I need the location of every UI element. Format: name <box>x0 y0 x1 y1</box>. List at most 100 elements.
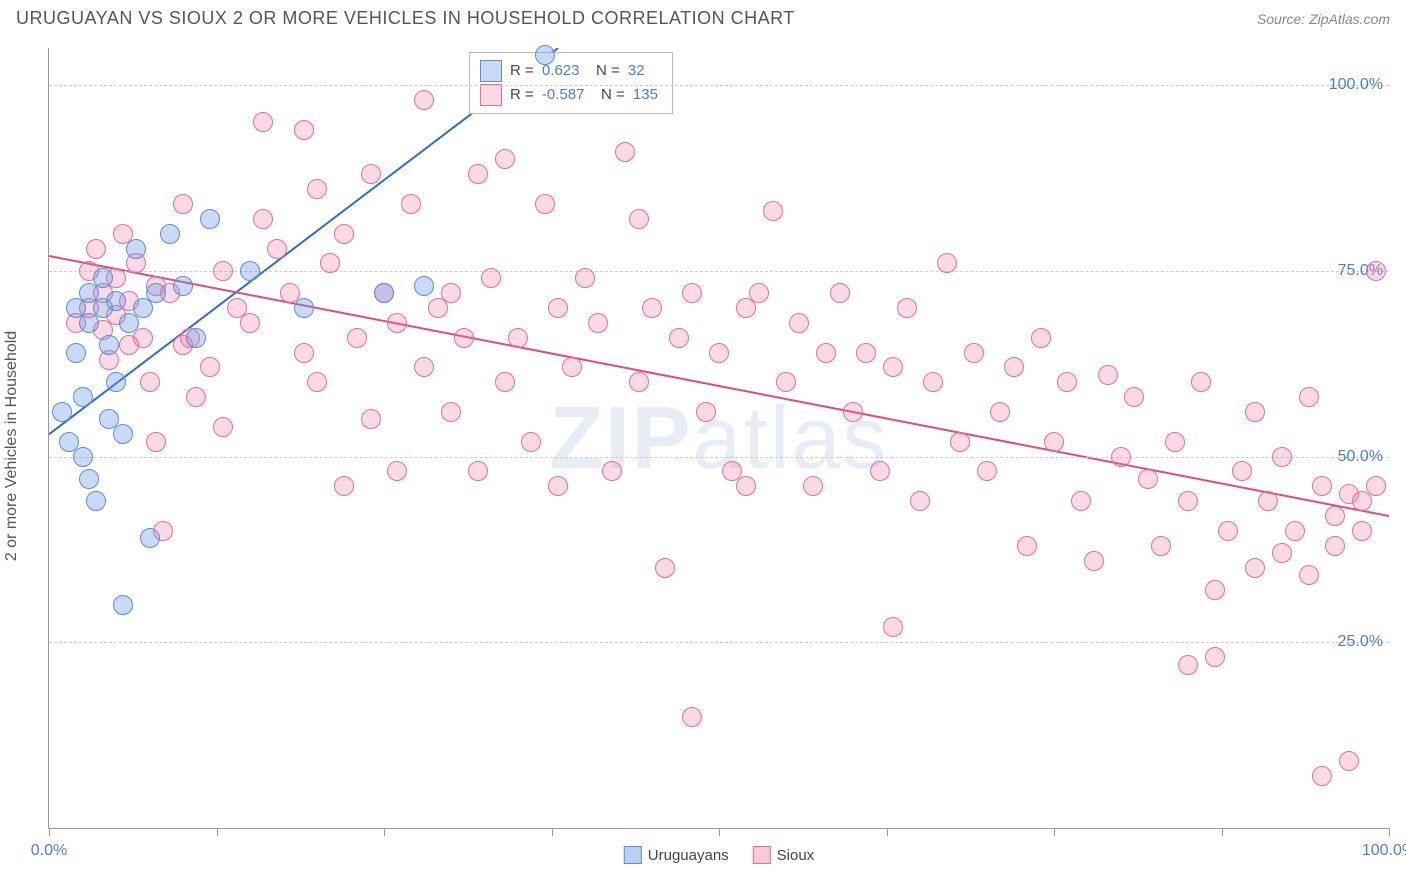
data-point <box>495 149 515 169</box>
data-point <box>240 261 260 281</box>
chart-header: URUGUAYAN VS SIOUX 2 OR MORE VEHICLES IN… <box>0 0 1406 33</box>
data-point <box>387 461 407 481</box>
data-point <box>1004 357 1024 377</box>
data-point <box>950 432 970 452</box>
y-tick-label: 100.0% <box>1329 76 1383 94</box>
data-point <box>126 239 146 259</box>
data-point <box>213 261 233 281</box>
data-point <box>910 491 930 511</box>
data-point <box>548 476 568 496</box>
data-point <box>1245 558 1265 578</box>
data-point <box>696 402 716 422</box>
legend-item: Sioux <box>753 846 815 864</box>
data-point <box>334 224 354 244</box>
data-point <box>1017 536 1037 556</box>
data-point <box>763 201 783 221</box>
data-point <box>307 372 327 392</box>
legend-label: Sioux <box>777 847 815 864</box>
data-point <box>629 209 649 229</box>
legend-swatch <box>480 60 502 82</box>
data-point <box>870 461 890 481</box>
data-point <box>347 328 367 348</box>
data-point <box>1352 521 1372 541</box>
data-point <box>682 707 702 727</box>
data-point <box>73 387 93 407</box>
data-point <box>1138 469 1158 489</box>
data-point <box>990 402 1010 422</box>
data-point <box>213 417 233 437</box>
data-point <box>99 335 119 355</box>
data-point <box>1232 461 1252 481</box>
series-legend: UruguayansSioux <box>624 846 814 864</box>
data-point <box>937 253 957 273</box>
data-point <box>441 283 461 303</box>
data-point <box>73 447 93 467</box>
data-point <box>1285 521 1305 541</box>
data-point <box>1218 521 1238 541</box>
data-point <box>140 372 160 392</box>
data-point <box>414 357 434 377</box>
data-point <box>79 469 99 489</box>
data-point <box>495 372 515 392</box>
y-axis-label: 2 or more Vehicles in Household <box>3 331 21 561</box>
data-point <box>200 209 220 229</box>
x-tick <box>887 828 888 836</box>
data-point <box>387 313 407 333</box>
x-tick <box>49 828 50 836</box>
data-point <box>1151 536 1171 556</box>
data-point <box>294 298 314 318</box>
watermark: ZIPatlas <box>550 387 889 489</box>
data-point <box>1366 261 1386 281</box>
data-point <box>776 372 796 392</box>
data-point <box>267 239 287 259</box>
data-point <box>1111 447 1131 467</box>
x-tick <box>384 828 385 836</box>
data-point <box>253 112 273 132</box>
data-point <box>1299 565 1319 585</box>
x-tick <box>719 828 720 836</box>
data-point <box>709 343 729 363</box>
data-point <box>454 328 474 348</box>
data-point <box>361 409 381 429</box>
data-point <box>113 424 133 444</box>
data-point <box>749 283 769 303</box>
data-point <box>186 387 206 407</box>
data-point <box>521 432 541 452</box>
data-point <box>1272 543 1292 563</box>
data-point <box>1366 476 1386 496</box>
data-point <box>535 194 555 214</box>
data-point <box>535 45 555 65</box>
data-point <box>816 343 836 363</box>
data-point <box>173 194 193 214</box>
chart-title: URUGUAYAN VS SIOUX 2 OR MORE VEHICLES IN… <box>16 8 795 29</box>
data-point <box>173 276 193 296</box>
data-point <box>588 313 608 333</box>
data-point <box>468 461 488 481</box>
y-tick-label: 50.0% <box>1338 448 1383 466</box>
data-point <box>113 595 133 615</box>
data-point <box>856 343 876 363</box>
data-point <box>1205 647 1225 667</box>
data-point <box>964 343 984 363</box>
data-point <box>1312 476 1332 496</box>
data-point <box>86 239 106 259</box>
data-point <box>186 328 206 348</box>
data-point <box>374 283 394 303</box>
data-point <box>883 357 903 377</box>
data-point <box>294 120 314 140</box>
data-point <box>1205 580 1225 600</box>
data-point <box>320 253 340 273</box>
x-tick <box>1222 828 1223 836</box>
data-point <box>1124 387 1144 407</box>
x-tick <box>552 828 553 836</box>
data-point <box>1057 372 1077 392</box>
data-point <box>897 298 917 318</box>
data-point <box>843 402 863 422</box>
legend-row: R = -0.587 N = 135 <box>480 83 662 107</box>
scatter-chart: ZIPatlas R = 0.623 N = 32R = -0.587 N = … <box>48 48 1389 829</box>
data-point <box>1191 372 1211 392</box>
data-point <box>682 283 702 303</box>
data-point <box>1165 432 1185 452</box>
data-point <box>294 343 314 363</box>
data-point <box>1178 655 1198 675</box>
